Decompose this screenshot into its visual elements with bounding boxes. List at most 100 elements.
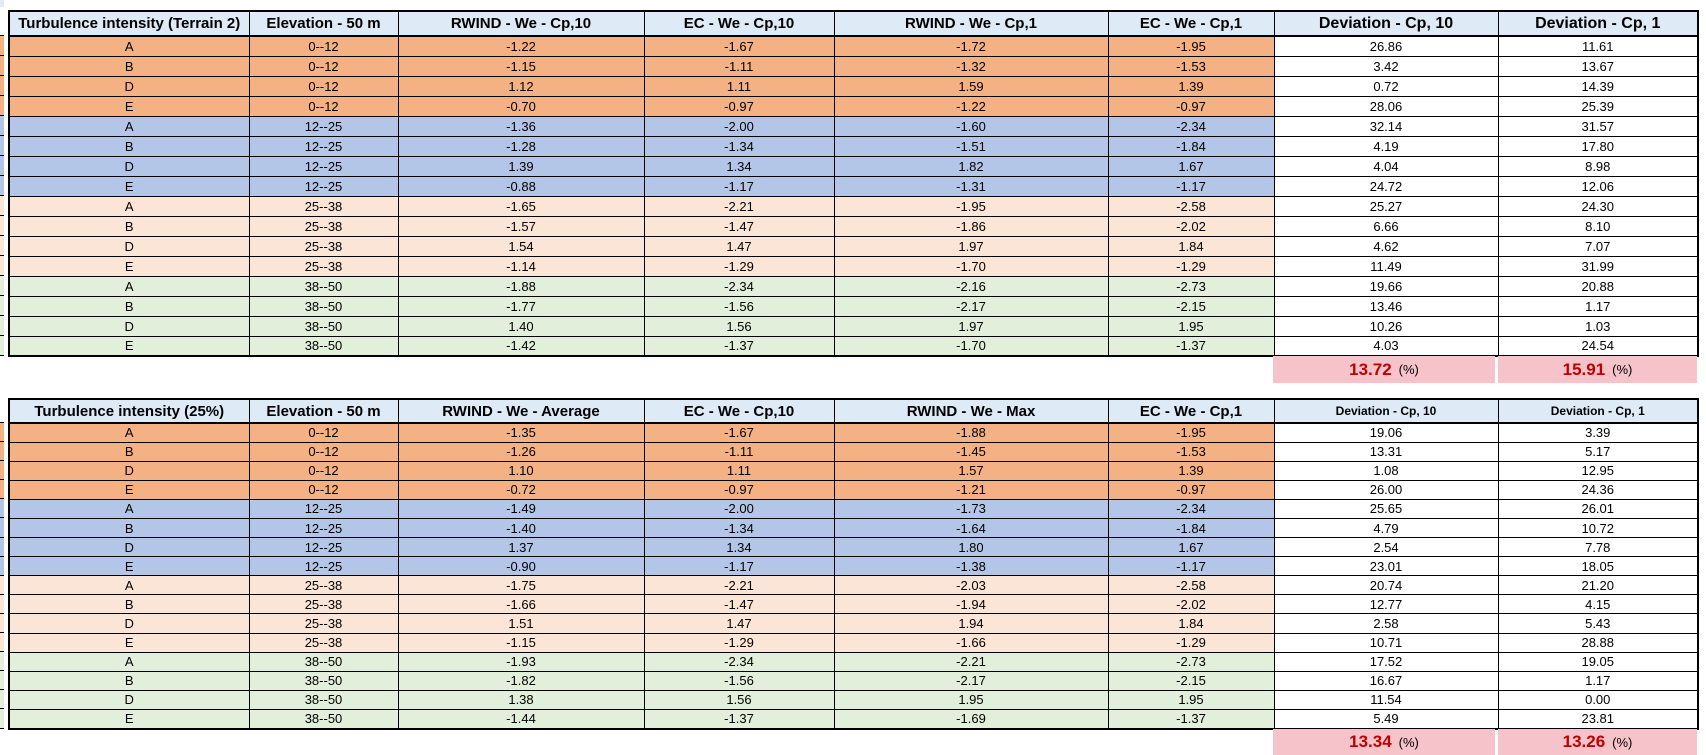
- left-edge-sliver-cell: [0, 652, 4, 672]
- row-label-cell: D: [8, 235, 250, 257]
- value-cell: 1.54: [397, 235, 645, 257]
- value-cell: 1.84: [1107, 613, 1275, 634]
- table-row: D 25--38 1.54 1.47 1.97 1.84 4.62 7.07: [8, 235, 1699, 257]
- row-label-cell: A: [8, 651, 250, 672]
- deviation-cell: 19.05: [1497, 651, 1699, 672]
- summary-deviation-cp1: 15.91 (%): [1498, 356, 1697, 383]
- value-cell: -1.70: [833, 255, 1109, 277]
- deviation-cell: 4.15: [1497, 594, 1699, 615]
- value-cell: -2.17: [833, 295, 1109, 317]
- value-cell: -1.34: [643, 517, 835, 539]
- table-row: B 0--12 -1.26 -1.11 -1.45 -1.53 13.31 5.17: [8, 441, 1699, 462]
- value-cell: -1.95: [1107, 35, 1275, 57]
- elevation-cell: 25--38: [248, 613, 399, 634]
- value-cell: -1.35: [397, 422, 645, 443]
- deviation-cell: 17.80: [1497, 135, 1699, 157]
- percent-unit: (%): [1612, 362, 1633, 377]
- table-row: B 12--25 -1.28 -1.34 -1.51 -1.84 4.19 17.80: [8, 135, 1699, 157]
- deviation-column-header: Deviation - Cp, 1: [1497, 398, 1699, 424]
- left-edge-sliver-cell: [0, 690, 4, 710]
- summary-value: 13.26: [1562, 732, 1606, 751]
- row-label-cell: B: [8, 517, 250, 539]
- row-label-cell: B: [8, 670, 250, 691]
- left-edge-sliver-cell: [0, 594, 4, 614]
- value-cell: -2.21: [643, 575, 835, 596]
- value-cell: -1.47: [643, 594, 835, 615]
- left-edge-sliver-cell: [0, 613, 4, 634]
- table-row: A 12--25 -1.36 -2.00 -1.60 -2.34 32.14 31.57: [8, 115, 1699, 137]
- row-label-cell: E: [8, 335, 250, 357]
- deviation-cell: 21.20: [1497, 575, 1699, 596]
- value-cell: -1.38: [833, 556, 1109, 577]
- deviation-cell: 16.67: [1273, 670, 1499, 691]
- left-edge-sliver-cell: [0, 76, 4, 96]
- column-header: Elevation - 50 m: [248, 10, 399, 37]
- value-cell: -1.17: [1107, 556, 1275, 577]
- deviation-cell: 10.71: [1273, 632, 1499, 653]
- deviation-cell: 20.88: [1497, 275, 1699, 297]
- elevation-cell: 38--50: [248, 651, 399, 672]
- value-cell: -1.29: [643, 632, 835, 653]
- left-edge-sliver-cell: [0, 518, 4, 538]
- deviation-cell: 1.08: [1273, 460, 1499, 481]
- value-cell: -0.97: [643, 479, 835, 500]
- elevation-cell: 38--50: [248, 670, 399, 691]
- deviation-cell: 26.86: [1273, 35, 1499, 57]
- row-label-cell: E: [8, 708, 250, 730]
- row-label-cell: A: [8, 35, 250, 57]
- elevation-cell: 12--25: [248, 498, 399, 519]
- deviation-cell: 1.03: [1497, 315, 1699, 337]
- value-cell: 1.95: [833, 689, 1109, 710]
- left-edge-sliver-cell: [0, 216, 4, 236]
- elevation-cell: 25--38: [248, 255, 399, 277]
- value-cell: -2.34: [643, 275, 835, 297]
- deviation-cell: 25.39: [1497, 95, 1699, 117]
- deviation-cell: 12.95: [1497, 460, 1699, 481]
- left-edge-sliver-cell: [0, 56, 4, 76]
- row-label-cell: E: [8, 95, 250, 117]
- deviation-cell: 6.66: [1273, 215, 1499, 237]
- value-cell: -2.02: [1107, 215, 1275, 237]
- value-cell: -1.40: [397, 517, 645, 539]
- table-row: D 38--50 1.38 1.56 1.95 1.95 11.54 0.00: [8, 689, 1699, 710]
- table-row: E 25--38 -1.14 -1.29 -1.70 -1.29 11.49 31.99: [8, 255, 1699, 277]
- deviation-cell: 3.39: [1497, 422, 1699, 443]
- left-edge-sliver-cell: [0, 196, 4, 216]
- value-cell: -1.31: [833, 175, 1109, 197]
- deviation-cell: 25.27: [1273, 195, 1499, 217]
- percent-unit: (%): [1612, 734, 1633, 750]
- elevation-cell: 12--25: [248, 115, 399, 137]
- value-cell: -1.37: [643, 708, 835, 730]
- value-cell: -2.00: [643, 115, 835, 137]
- deviation-cell: 24.36: [1497, 479, 1699, 500]
- left-edge-sliver-cell: [0, 316, 4, 336]
- value-cell: -2.00: [643, 498, 835, 519]
- summary-value: 13.34: [1349, 732, 1392, 751]
- deviation-cell: 0.00: [1497, 689, 1699, 710]
- value-cell: -1.53: [1107, 55, 1275, 77]
- row-label-cell: D: [8, 689, 250, 710]
- deviation-cell: 13.31: [1273, 441, 1499, 462]
- turbulence-25pct-table: Turbulence intensity (25%) Elevation - 50…: [8, 398, 1699, 730]
- value-cell: 1.34: [643, 537, 835, 558]
- value-cell: -1.94: [833, 594, 1109, 615]
- row-label-cell: D: [8, 537, 250, 558]
- left-edge-sliver-cell: [0, 296, 4, 316]
- elevation-cell: 25--38: [248, 575, 399, 596]
- value-cell: 1.39: [1107, 75, 1275, 97]
- deviation-cell: 3.42: [1273, 55, 1499, 77]
- deviation-cell: 10.72: [1497, 517, 1699, 539]
- table-row: E 12--25 -0.90 -1.17 -1.38 -1.17 23.01 18.05: [8, 556, 1699, 577]
- table-row: B 12--25 -1.40 -1.34 -1.64 -1.84 4.79 10.72: [8, 517, 1699, 539]
- summary-row: 13.34 (%) 13.26 (%): [1273, 729, 1697, 755]
- value-cell: -1.82: [397, 670, 645, 691]
- table-row: B 0--12 -1.15 -1.11 -1.32 -1.53 3.42 13.67: [8, 55, 1699, 77]
- value-cell: -1.15: [397, 55, 645, 77]
- table-row: E 0--12 -0.70 -0.97 -1.22 -0.97 28.06 25.39: [8, 95, 1699, 117]
- value-cell: -1.67: [643, 35, 835, 57]
- value-cell: -1.29: [1107, 255, 1275, 277]
- table-title-cell: Turbulence intensity (25%): [8, 398, 250, 424]
- row-label-cell: D: [8, 155, 250, 177]
- value-cell: -2.15: [1107, 295, 1275, 317]
- deviation-cell: 12.77: [1273, 594, 1499, 615]
